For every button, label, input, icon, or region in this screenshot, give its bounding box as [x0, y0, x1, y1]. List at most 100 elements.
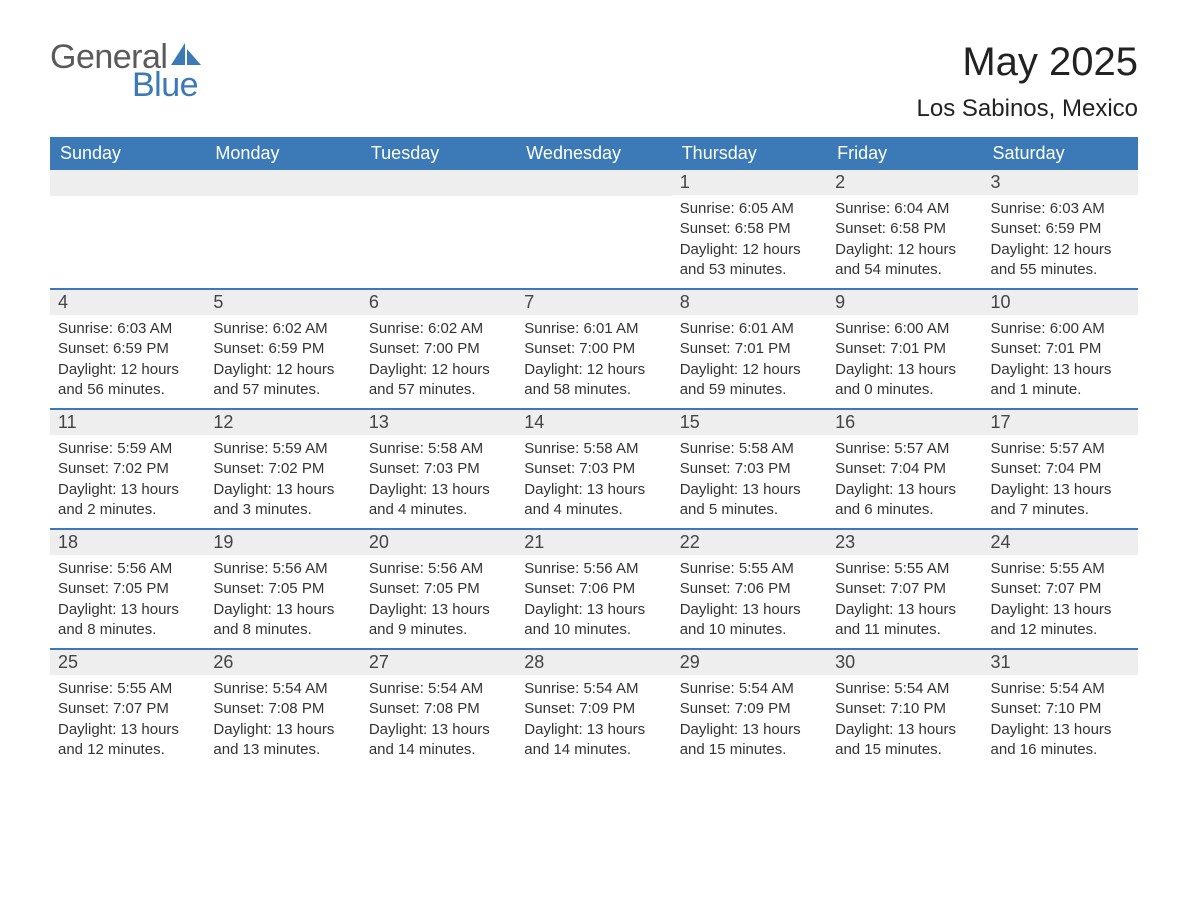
sunrise-text: Sunrise: 5:56 AM [524, 559, 663, 579]
day-number: 16 [827, 410, 982, 435]
daylight-text: Daylight: 13 hours and 12 minutes. [991, 600, 1130, 641]
sunset-text: Sunset: 7:02 PM [58, 459, 197, 479]
day-details: Sunrise: 5:57 AMSunset: 7:04 PMDaylight:… [827, 435, 982, 528]
day-number: 5 [205, 290, 360, 315]
day-number: 30 [827, 650, 982, 675]
day-number-empty [50, 170, 205, 196]
daylight-text: Daylight: 12 hours and 55 minutes. [991, 240, 1130, 281]
calendar-day-cell: 6Sunrise: 6:02 AMSunset: 7:00 PMDaylight… [361, 290, 516, 408]
calendar-week: 18Sunrise: 5:56 AMSunset: 7:05 PMDayligh… [50, 528, 1138, 648]
sunset-text: Sunset: 7:01 PM [835, 339, 974, 359]
day-number: 15 [672, 410, 827, 435]
day-details: Sunrise: 5:54 AMSunset: 7:08 PMDaylight:… [205, 675, 360, 768]
daylight-text: Daylight: 13 hours and 15 minutes. [680, 720, 819, 761]
location-label: Los Sabinos, Mexico [917, 95, 1138, 123]
day-details: Sunrise: 5:55 AMSunset: 7:07 PMDaylight:… [827, 555, 982, 648]
day-details: Sunrise: 6:05 AMSunset: 6:58 PMDaylight:… [672, 195, 827, 288]
day-details: Sunrise: 5:54 AMSunset: 7:10 PMDaylight:… [983, 675, 1138, 768]
sunrise-text: Sunrise: 6:01 AM [524, 319, 663, 339]
calendar-day-cell: 24Sunrise: 5:55 AMSunset: 7:07 PMDayligh… [983, 530, 1138, 648]
sunrise-text: Sunrise: 5:54 AM [213, 679, 352, 699]
daylight-text: Daylight: 12 hours and 58 minutes. [524, 360, 663, 401]
sunset-text: Sunset: 6:59 PM [213, 339, 352, 359]
brand-word2: Blue [132, 68, 198, 102]
calendar-week: 11Sunrise: 5:59 AMSunset: 7:02 PMDayligh… [50, 408, 1138, 528]
daylight-text: Daylight: 13 hours and 10 minutes. [524, 600, 663, 641]
sunset-text: Sunset: 7:05 PM [213, 579, 352, 599]
sunset-text: Sunset: 6:58 PM [835, 219, 974, 239]
calendar-day-cell: 23Sunrise: 5:55 AMSunset: 7:07 PMDayligh… [827, 530, 982, 648]
sunset-text: Sunset: 7:02 PM [213, 459, 352, 479]
calendar-day-cell [361, 170, 516, 288]
calendar-day-cell: 8Sunrise: 6:01 AMSunset: 7:01 PMDaylight… [672, 290, 827, 408]
day-number-empty [516, 170, 671, 196]
sunset-text: Sunset: 7:06 PM [680, 579, 819, 599]
sunset-text: Sunset: 7:06 PM [524, 579, 663, 599]
day-details: Sunrise: 6:04 AMSunset: 6:58 PMDaylight:… [827, 195, 982, 288]
sunset-text: Sunset: 7:01 PM [680, 339, 819, 359]
daylight-text: Daylight: 13 hours and 2 minutes. [58, 480, 197, 521]
calendar-week: 25Sunrise: 5:55 AMSunset: 7:07 PMDayligh… [50, 648, 1138, 768]
calendar-day-cell: 28Sunrise: 5:54 AMSunset: 7:09 PMDayligh… [516, 650, 671, 768]
calendar-day-cell [205, 170, 360, 288]
sunrise-text: Sunrise: 5:58 AM [369, 439, 508, 459]
sunrise-text: Sunrise: 5:55 AM [680, 559, 819, 579]
day-details: Sunrise: 6:02 AMSunset: 6:59 PMDaylight:… [205, 315, 360, 408]
daylight-text: Daylight: 13 hours and 7 minutes. [991, 480, 1130, 521]
daylight-text: Daylight: 12 hours and 57 minutes. [369, 360, 508, 401]
calendar-day-cell: 7Sunrise: 6:01 AMSunset: 7:00 PMDaylight… [516, 290, 671, 408]
daylight-text: Daylight: 13 hours and 6 minutes. [835, 480, 974, 521]
dow-tuesday: Tuesday [361, 137, 516, 170]
sunrise-text: Sunrise: 6:02 AM [213, 319, 352, 339]
calendar-day-cell: 21Sunrise: 5:56 AMSunset: 7:06 PMDayligh… [516, 530, 671, 648]
calendar-day-cell: 25Sunrise: 5:55 AMSunset: 7:07 PMDayligh… [50, 650, 205, 768]
sunset-text: Sunset: 7:01 PM [991, 339, 1130, 359]
calendar-day-cell: 14Sunrise: 5:58 AMSunset: 7:03 PMDayligh… [516, 410, 671, 528]
sunset-text: Sunset: 7:03 PM [524, 459, 663, 479]
day-number: 19 [205, 530, 360, 555]
sunset-text: Sunset: 7:05 PM [58, 579, 197, 599]
daylight-text: Daylight: 12 hours and 53 minutes. [680, 240, 819, 281]
day-number: 3 [983, 170, 1138, 195]
day-number: 31 [983, 650, 1138, 675]
calendar-day-cell: 17Sunrise: 5:57 AMSunset: 7:04 PMDayligh… [983, 410, 1138, 528]
sunrise-text: Sunrise: 6:01 AM [680, 319, 819, 339]
sunrise-text: Sunrise: 5:55 AM [835, 559, 974, 579]
sunrise-text: Sunrise: 6:00 AM [835, 319, 974, 339]
day-number: 29 [672, 650, 827, 675]
daylight-text: Daylight: 13 hours and 8 minutes. [58, 600, 197, 641]
sunset-text: Sunset: 7:00 PM [369, 339, 508, 359]
daylight-text: Daylight: 13 hours and 15 minutes. [835, 720, 974, 761]
daylight-text: Daylight: 13 hours and 10 minutes. [680, 600, 819, 641]
day-details: Sunrise: 6:01 AMSunset: 7:01 PMDaylight:… [672, 315, 827, 408]
day-details: Sunrise: 5:54 AMSunset: 7:09 PMDaylight:… [516, 675, 671, 768]
day-number: 12 [205, 410, 360, 435]
sunset-text: Sunset: 7:09 PM [680, 699, 819, 719]
sunrise-text: Sunrise: 5:57 AM [991, 439, 1130, 459]
sunrise-text: Sunrise: 5:55 AM [991, 559, 1130, 579]
day-details: Sunrise: 6:00 AMSunset: 7:01 PMDaylight:… [827, 315, 982, 408]
calendar-day-cell [50, 170, 205, 288]
day-number: 27 [361, 650, 516, 675]
sunset-text: Sunset: 7:07 PM [58, 699, 197, 719]
daylight-text: Daylight: 13 hours and 12 minutes. [58, 720, 197, 761]
day-details: Sunrise: 5:56 AMSunset: 7:05 PMDaylight:… [50, 555, 205, 648]
day-number: 13 [361, 410, 516, 435]
sunrise-text: Sunrise: 6:00 AM [991, 319, 1130, 339]
day-details: Sunrise: 5:59 AMSunset: 7:02 PMDaylight:… [50, 435, 205, 528]
day-details: Sunrise: 6:02 AMSunset: 7:00 PMDaylight:… [361, 315, 516, 408]
sunrise-text: Sunrise: 6:03 AM [58, 319, 197, 339]
day-details: Sunrise: 6:01 AMSunset: 7:00 PMDaylight:… [516, 315, 671, 408]
daylight-text: Daylight: 12 hours and 54 minutes. [835, 240, 974, 281]
dow-thursday: Thursday [672, 137, 827, 170]
sunrise-text: Sunrise: 5:56 AM [58, 559, 197, 579]
day-details: Sunrise: 5:54 AMSunset: 7:08 PMDaylight:… [361, 675, 516, 768]
daylight-text: Daylight: 13 hours and 14 minutes. [369, 720, 508, 761]
sunset-text: Sunset: 7:04 PM [991, 459, 1130, 479]
day-number: 23 [827, 530, 982, 555]
day-details: Sunrise: 5:55 AMSunset: 7:07 PMDaylight:… [983, 555, 1138, 648]
calendar-day-cell: 16Sunrise: 5:57 AMSunset: 7:04 PMDayligh… [827, 410, 982, 528]
daylight-text: Daylight: 13 hours and 14 minutes. [524, 720, 663, 761]
day-number: 4 [50, 290, 205, 315]
day-number: 28 [516, 650, 671, 675]
